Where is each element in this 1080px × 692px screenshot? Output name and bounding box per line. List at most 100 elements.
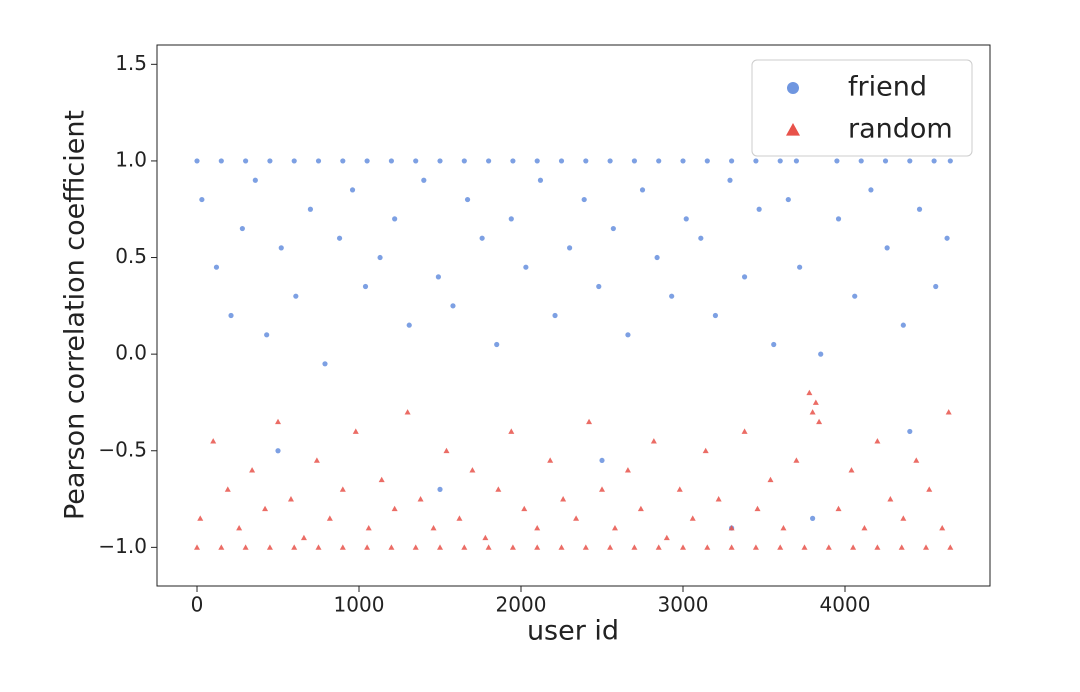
random-point: [300, 534, 307, 541]
legend-marker: [787, 82, 799, 94]
friend-point: [558, 158, 565, 164]
friend-point: [278, 245, 284, 251]
random-point: [485, 544, 492, 550]
friend-point: [275, 448, 281, 454]
friend-point: [377, 254, 383, 261]
y-tick-label: 0.0: [115, 341, 147, 365]
friend-point: [931, 158, 937, 164]
friend-point: [900, 322, 906, 328]
random-point: [801, 544, 808, 550]
random-point: [898, 544, 905, 550]
random-point: [689, 515, 696, 521]
friend-point: [947, 158, 953, 164]
friend-point: [712, 312, 719, 319]
random-point: [945, 409, 952, 415]
y-tick-label: −0.5: [98, 437, 147, 461]
random-point: [655, 544, 662, 550]
random-point: [752, 544, 759, 550]
friend-point: [508, 216, 514, 222]
random-point: [210, 438, 217, 444]
friend-point: [340, 158, 346, 164]
friend-point: [625, 332, 631, 338]
friend-point: [479, 235, 485, 241]
random-point: [702, 447, 709, 454]
random-point: [793, 457, 800, 463]
random-point: [650, 438, 657, 444]
random-point: [266, 544, 273, 550]
friend-point: [494, 341, 500, 348]
random-point: [874, 438, 881, 444]
random-point: [835, 505, 842, 512]
friend-point: [835, 216, 842, 222]
y-tick-label: −1.0: [98, 534, 147, 558]
friend-point: [486, 158, 492, 164]
friend-point: [315, 158, 322, 164]
random-point: [378, 476, 385, 483]
random-point: [806, 389, 813, 396]
random-point: [582, 544, 589, 550]
random-point: [364, 544, 371, 550]
friend-point: [364, 158, 370, 164]
friend-point: [610, 225, 616, 232]
random-point: [313, 457, 320, 463]
friend-point: [510, 158, 516, 164]
friend-point: [656, 158, 662, 164]
friend-point: [607, 158, 613, 164]
friend-point: [523, 264, 529, 270]
friend-point: [437, 486, 443, 492]
random-point: [365, 525, 372, 531]
random-point: [728, 525, 735, 531]
friend-point: [793, 158, 800, 164]
friend-point: [291, 158, 297, 164]
random-point: [508, 428, 515, 434]
random-point: [352, 428, 359, 434]
random-point: [430, 525, 437, 531]
friend-point: [818, 351, 824, 357]
y-tick-label: 1.0: [115, 147, 147, 171]
random-point: [923, 544, 930, 550]
random-point: [287, 496, 294, 502]
random-point: [704, 544, 711, 550]
friend-point: [916, 206, 923, 212]
random-point: [339, 544, 346, 550]
random-point: [291, 544, 298, 550]
friend-point: [810, 515, 816, 521]
friend-point: [944, 235, 950, 241]
random-point: [339, 486, 346, 492]
friend-point: [727, 177, 733, 183]
random-point: [586, 418, 593, 425]
friend-point: [756, 206, 762, 212]
random-point: [509, 544, 516, 550]
legend-box: [751, 59, 973, 157]
friend-point: [450, 303, 456, 309]
random-point: [680, 544, 687, 550]
x-tick-label: 0: [191, 593, 204, 617]
random-point: [249, 467, 256, 473]
random-point: [388, 544, 395, 550]
random-point: [741, 428, 748, 434]
x-tick-label: 4000: [820, 593, 871, 617]
friend-point: [907, 428, 913, 435]
friend-point: [683, 216, 689, 222]
legend-text: friend: [848, 72, 927, 103]
random-point: [611, 525, 618, 531]
random-point: [816, 418, 823, 425]
random-point: [194, 544, 201, 550]
random-point: [521, 505, 528, 512]
y-tick-label: 0.5: [115, 244, 147, 268]
random-point: [663, 534, 670, 541]
random-point: [780, 525, 787, 531]
random-point: [242, 544, 249, 550]
friend-point: [729, 158, 735, 164]
friend-point: [933, 283, 939, 290]
legend-text: random: [848, 114, 953, 145]
random-point: [456, 515, 463, 521]
friend-point: [596, 283, 602, 290]
friend-point: [336, 235, 343, 241]
friend-point: [704, 158, 710, 164]
friend-point: [388, 158, 395, 164]
friend-point: [392, 216, 398, 222]
friend-point: [753, 158, 759, 164]
random-point: [926, 486, 933, 492]
random-point: [913, 457, 920, 463]
